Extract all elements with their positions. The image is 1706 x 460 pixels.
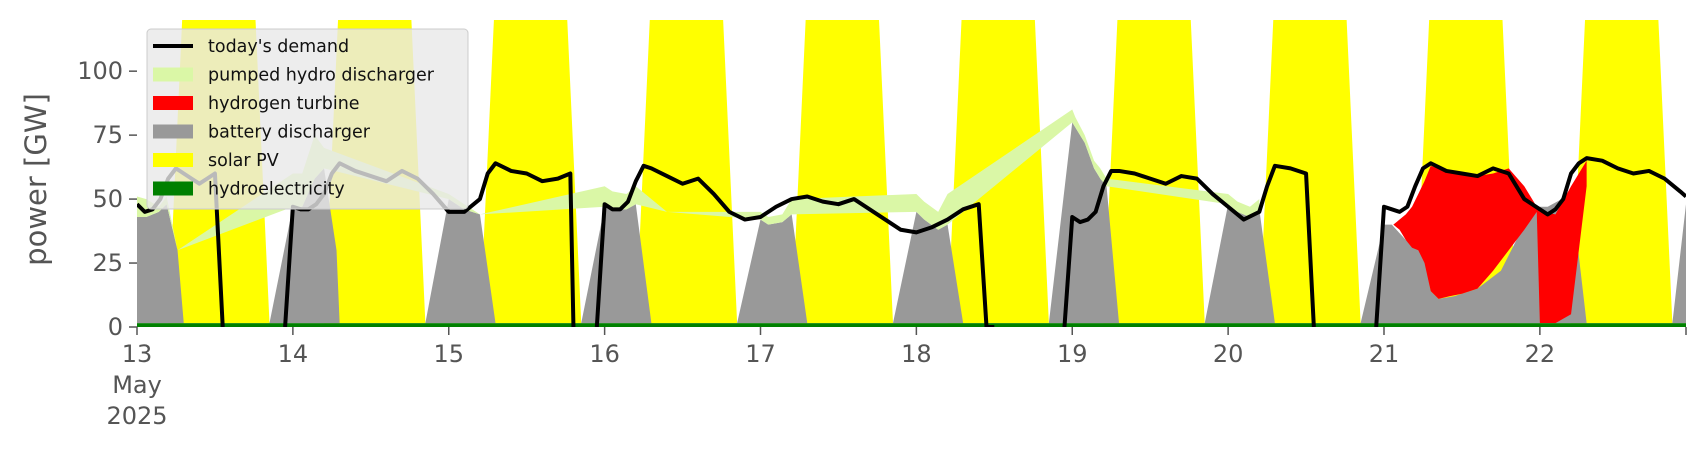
legend-label-0: today's demand [208,37,349,57]
legend-swatch-1 [153,67,193,82]
battery-discharger-area [137,122,1686,324]
axes: 0 25 50 75 100 13 14 15 16 17 18 19 20 21 22 May 2025 [77,57,1687,430]
demand-line-segment-3 [1062,163,1316,327]
hydrogen-turbine-area [1383,160,1587,327]
y-tick-label-1: 25 [92,249,123,277]
legend-label-4: solar PV [208,151,279,171]
legend-label-3: battery discharger [208,123,371,143]
x-tick-label-8: 21 [1369,340,1400,368]
solar-pv-area-3 [635,20,738,324]
solar-pv-area-2 [479,20,582,324]
y-axis-title: power [GW] [19,93,53,266]
legend-swatch-5 [153,181,193,196]
x-tick-label-2: 15 [433,340,464,368]
legend-label-1: pumped hydro discharger [208,66,435,86]
x-tick-label-0: 13 [122,340,153,368]
x-tick-label-6: 19 [1057,340,1088,368]
x-tick-label-5: 18 [901,340,932,368]
y-tick-label-3: 75 [92,121,123,149]
y-tick-label-4: 100 [77,57,123,85]
y-tick-label-2: 50 [92,185,123,213]
x-tick-label-1: 14 [278,340,309,368]
legend-swatch-3 [153,124,193,139]
x-tick-label-3: 16 [589,340,620,368]
legend-label-5: hydroelectricity [208,180,345,200]
y-tick-label-0: 0 [108,313,123,341]
legend-label-2: hydrogen turbine [208,94,360,114]
solar-pv-area-4 [791,20,893,324]
x-tick-label-4: 17 [745,340,776,368]
x-tick-label-7: 20 [1213,340,1244,368]
stacked-areas [137,20,1686,327]
legend-swatch-2 [153,96,193,110]
x-tick-sublabel-1: 2025 [106,402,167,430]
demand-line-segment-2 [594,163,995,327]
x-tick-sublabel-0: May [112,371,162,399]
solar-pv-area-6 [1103,20,1205,324]
hydroelectricity-area [137,323,1686,327]
legend-frame [146,28,469,210]
solar-pv-area-7 [1259,20,1361,324]
x-tick-label-9: 22 [1525,340,1556,368]
legend-swatch-4 [153,153,193,167]
demand-line-segment-4 [1374,156,1686,327]
legend: today's demand pumped hydro discharger hyd… [146,28,469,210]
